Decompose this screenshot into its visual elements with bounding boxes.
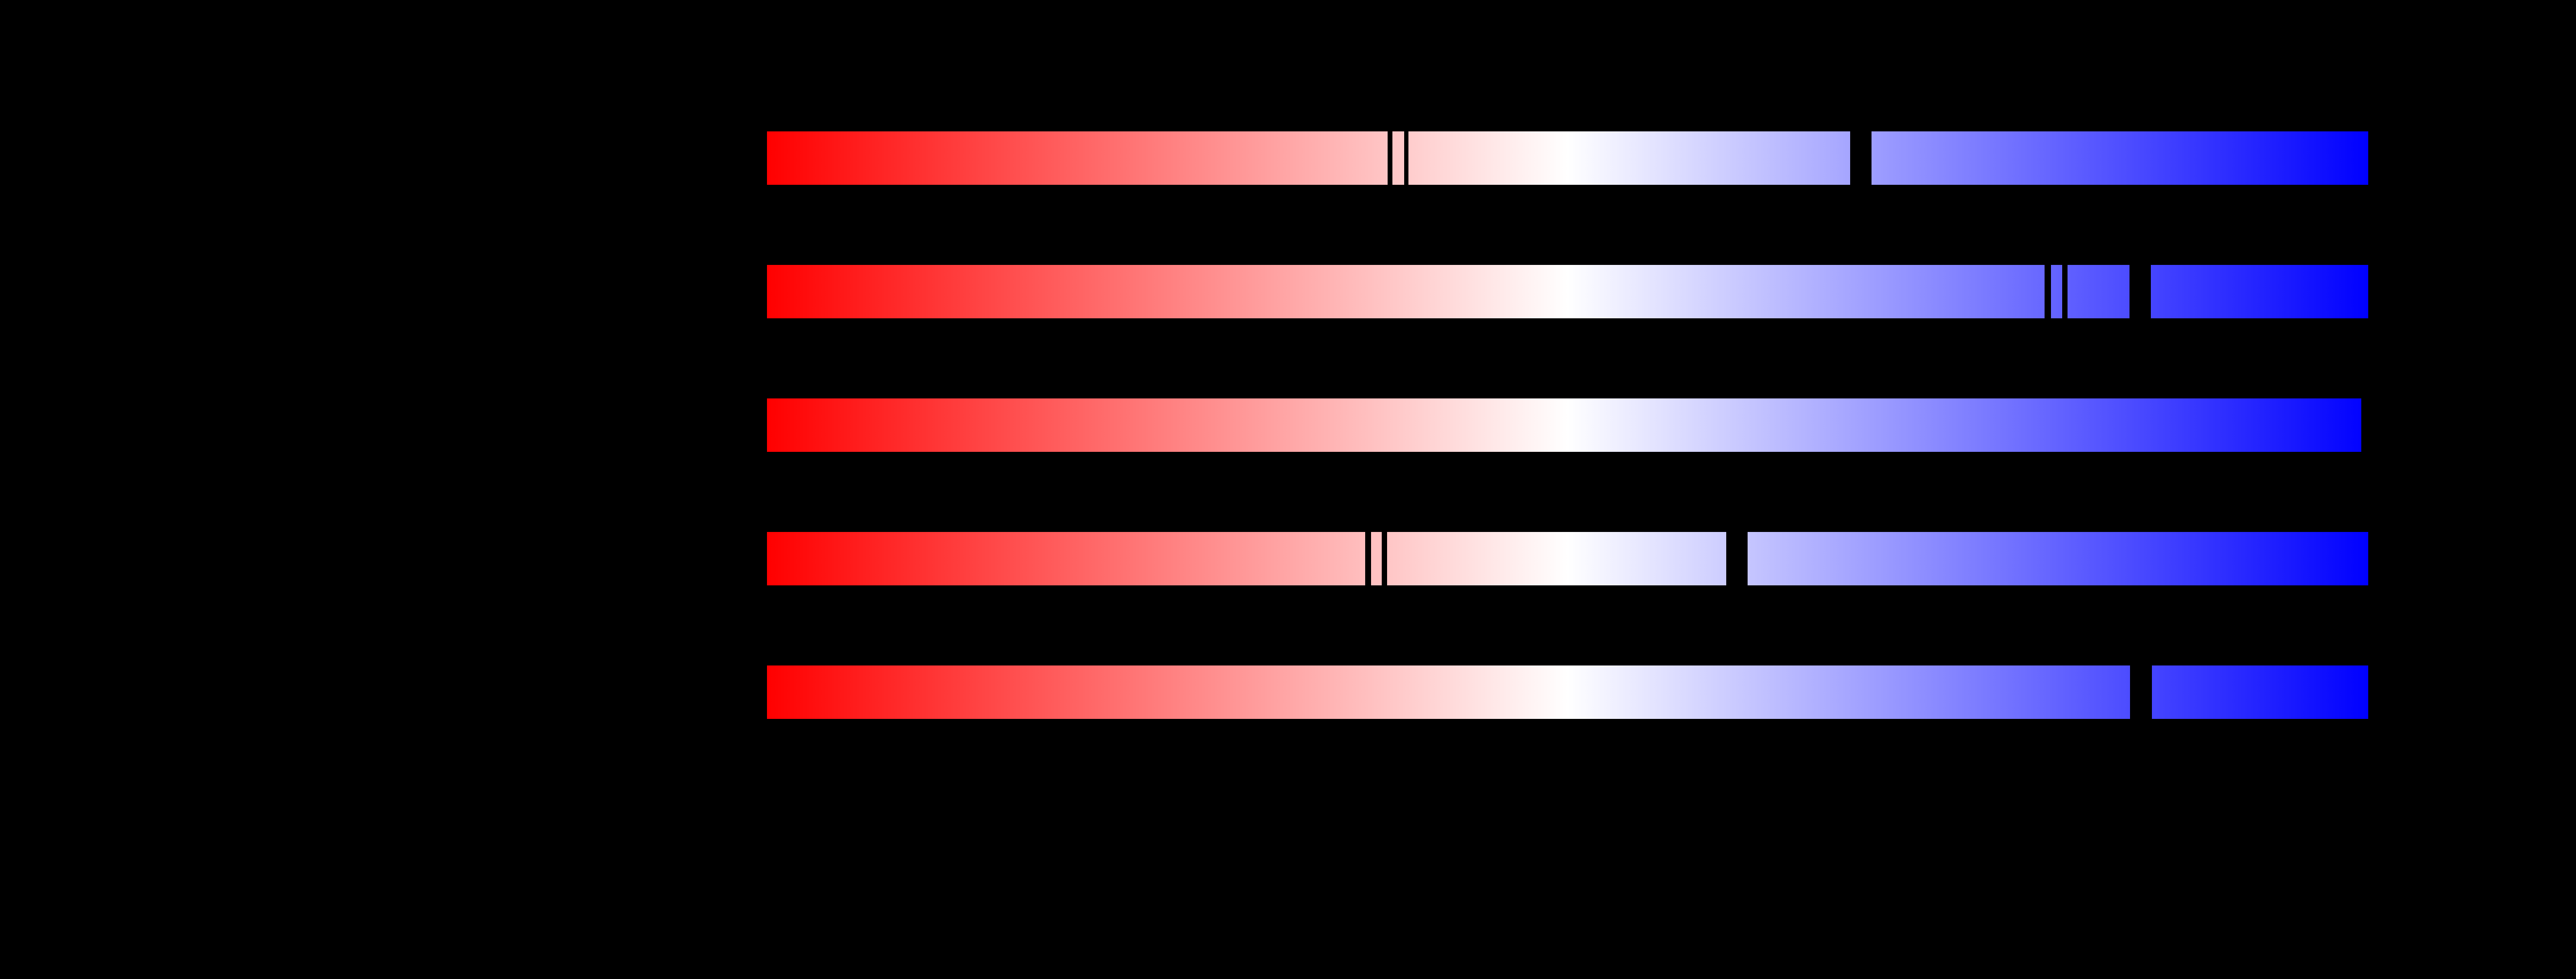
segment-gap bbox=[1726, 531, 1748, 586]
segment-gap bbox=[2062, 264, 2068, 319]
gradient-bar-row bbox=[767, 665, 2368, 719]
segment-gap bbox=[1850, 131, 1872, 185]
gradient-bar-row bbox=[767, 131, 2368, 185]
segment-gap bbox=[2361, 398, 2368, 452]
segment-gap bbox=[1381, 531, 1388, 586]
segment-gap bbox=[2129, 264, 2151, 319]
gradient-bar-row bbox=[767, 264, 2368, 319]
segment-gap bbox=[2129, 665, 2152, 719]
segment-gap bbox=[1404, 131, 1408, 185]
gradient-bar-row bbox=[767, 398, 2368, 452]
gradient-bar-row bbox=[767, 531, 2368, 586]
segment-gap bbox=[2045, 264, 2052, 319]
segment-gap bbox=[1388, 131, 1392, 185]
segment-gap bbox=[1365, 531, 1371, 586]
